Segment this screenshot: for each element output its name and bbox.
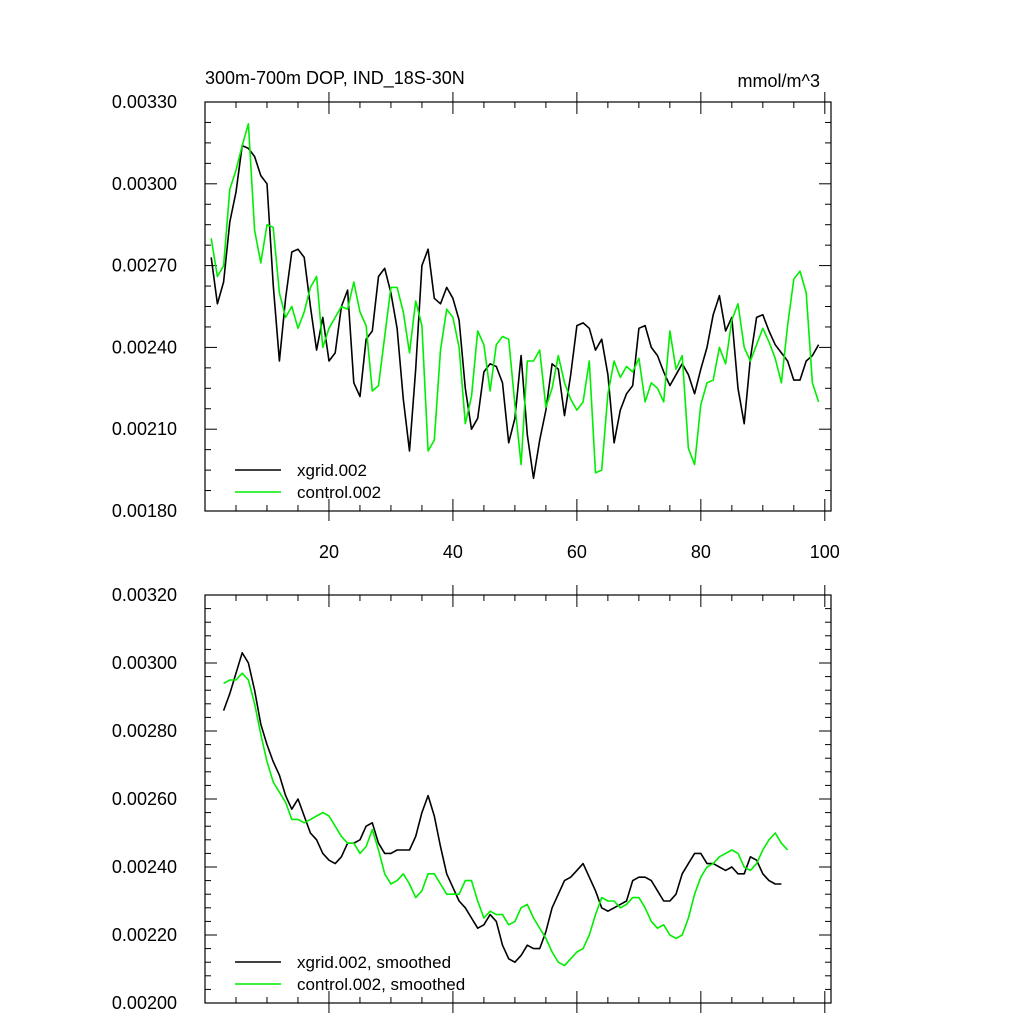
x-tick-label: 40: [443, 542, 463, 562]
legend-label: xgrid.002: [297, 461, 367, 480]
legend-label: control.002: [297, 483, 381, 502]
plot-frame: [204, 594, 832, 1004]
y-tick-label: 0.00320: [112, 585, 177, 605]
y-tick-label: 0.00240: [112, 337, 177, 357]
y-tick-label: 0.00240: [112, 857, 177, 877]
chart-title: 300m-700m DOP, IND_18S-30N: [205, 68, 465, 89]
y-tick-label: 0.00330: [112, 92, 177, 112]
legend-label: control.002, smoothed: [297, 975, 465, 994]
series-line-xgrid: [222, 651, 782, 964]
legend-label: xgrid.002, smoothed: [297, 953, 451, 972]
y-tick-label: 0.00180: [112, 501, 177, 521]
y-tick-label: 0.00280: [112, 721, 177, 741]
x-tick-label: 20: [319, 542, 339, 562]
series-line-control: [223, 672, 789, 967]
x-tick-label: 100: [810, 542, 840, 562]
bottom-panel: 0.00200 0.00220 0.00240 0.00260 0.00280 0.003…: [112, 585, 832, 1013]
y-tick-label: 0.00220: [112, 925, 177, 945]
x-tick-label: 60: [567, 542, 587, 562]
y-tick-label: 0.00300: [112, 174, 177, 194]
y-tick-label: 0.00210: [112, 419, 177, 439]
y-tick-label: 0.00200: [112, 993, 177, 1013]
top-panel: 0.00180 0.00210 0.00240 0.00270 0.00300 0.003…: [112, 92, 840, 562]
x-tick-label: 80: [691, 542, 711, 562]
units-label: mmol/m^3: [738, 71, 820, 91]
series-line-xgrid: [210, 144, 820, 480]
series-line-control: [210, 123, 820, 474]
y-tick-label: 0.00300: [112, 653, 177, 673]
y-tick-label: 0.00260: [112, 789, 177, 809]
y-tick-label: 0.00270: [112, 256, 177, 276]
